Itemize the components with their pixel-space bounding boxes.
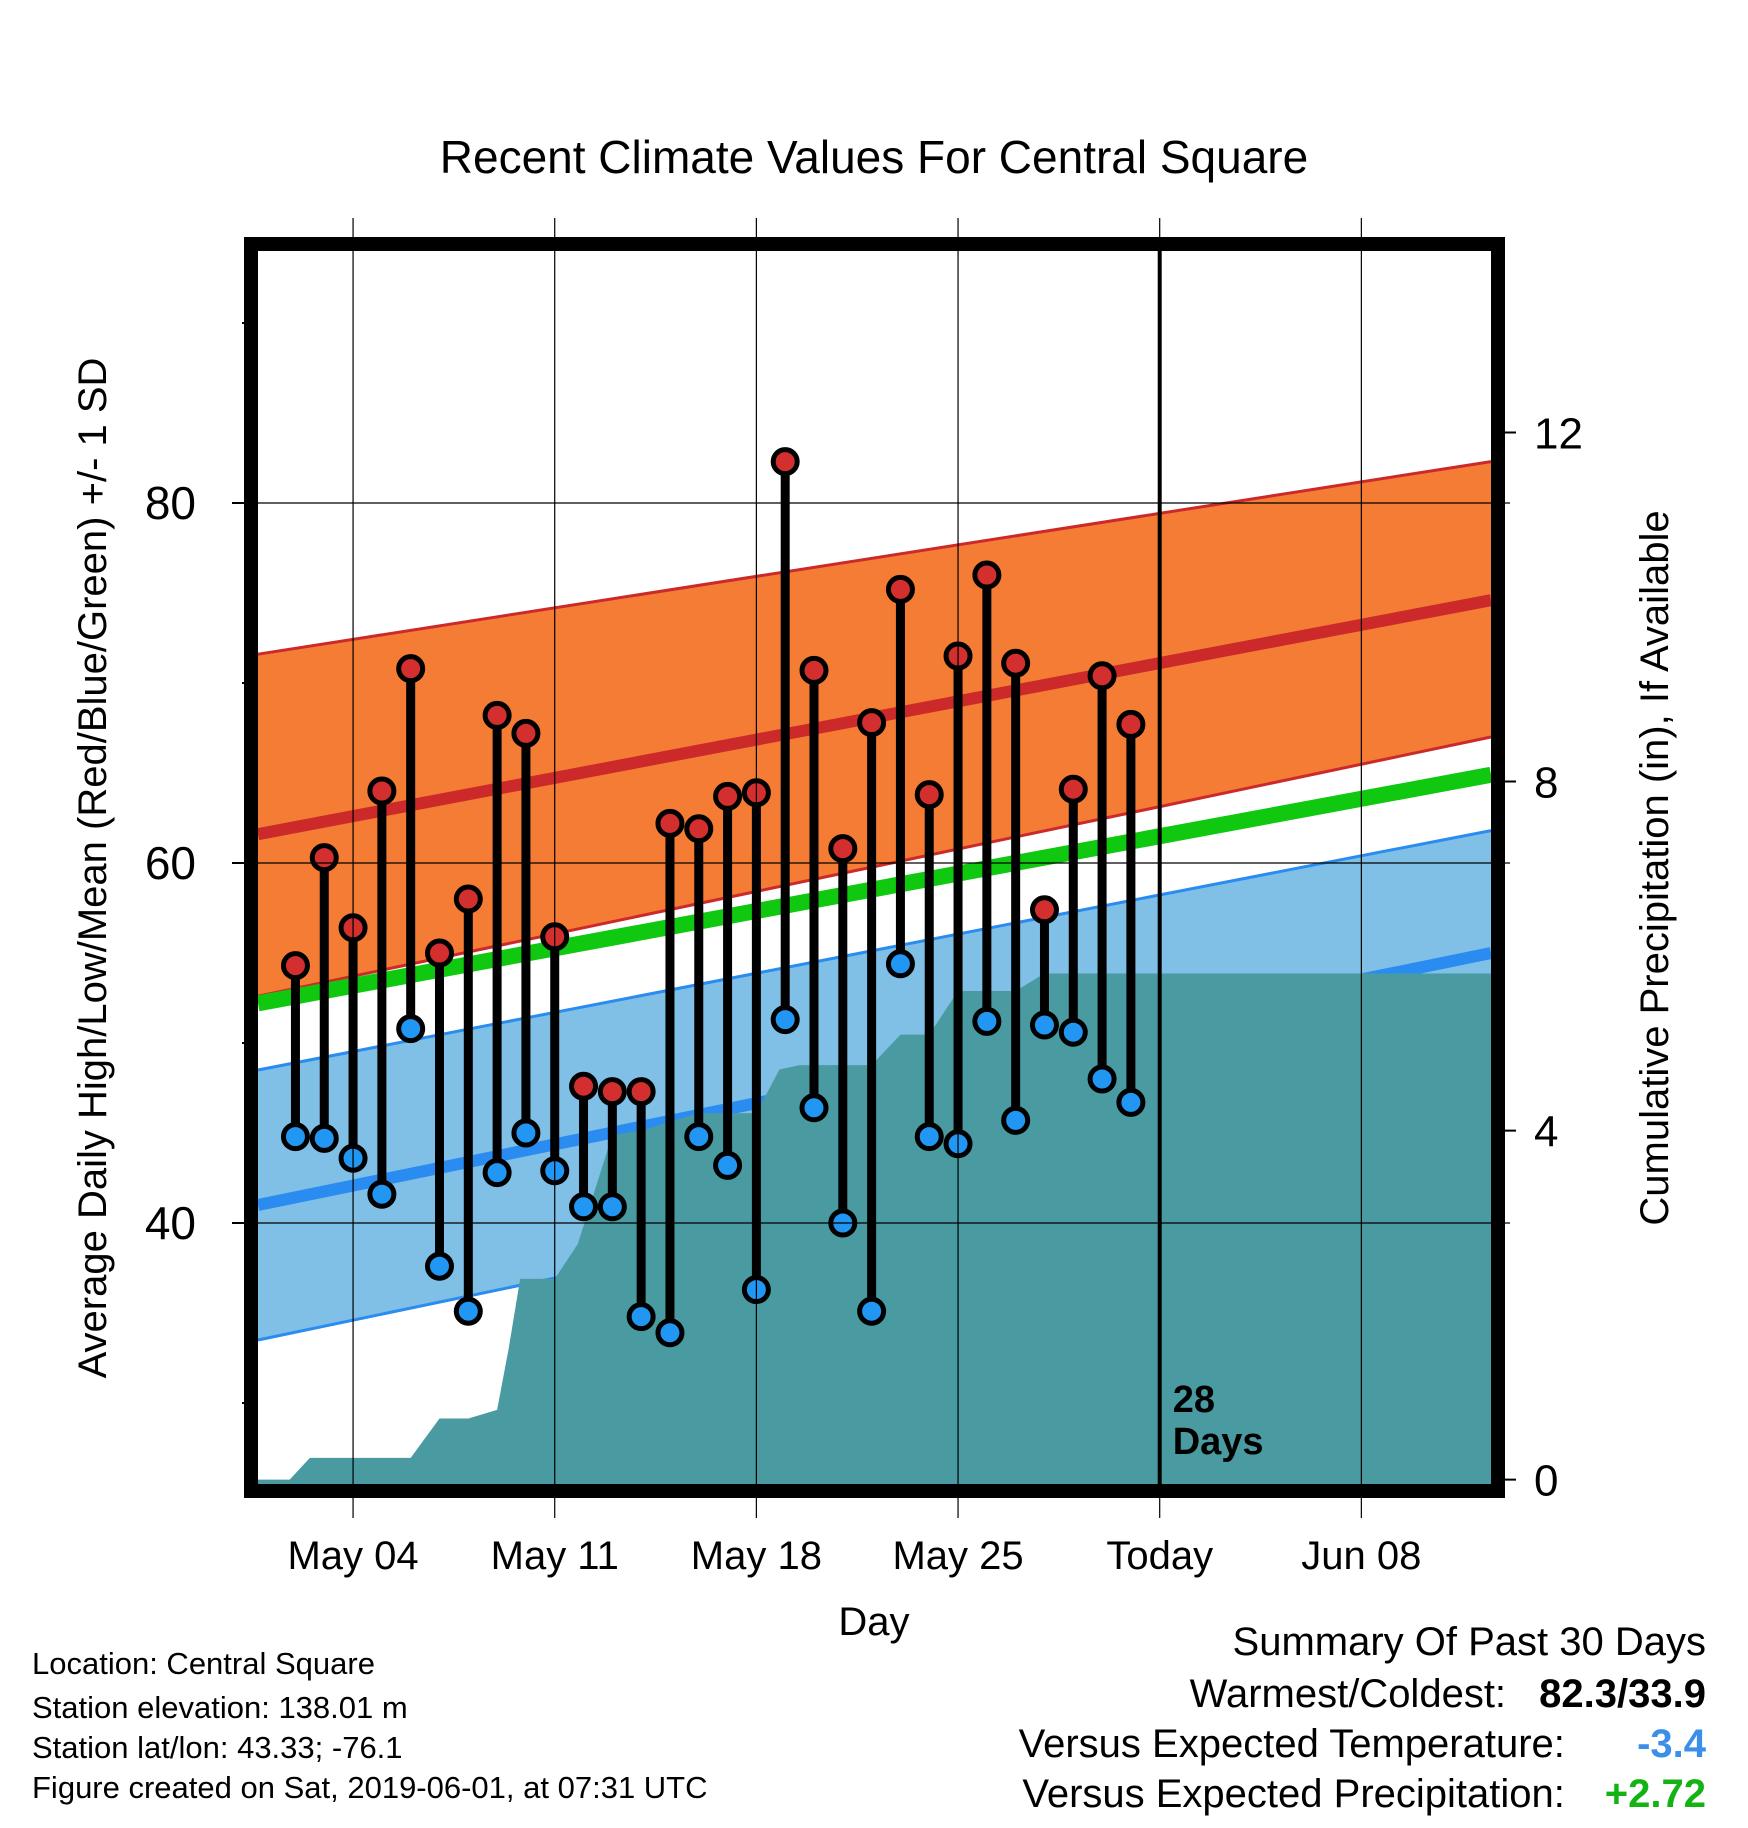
low-temp-point xyxy=(1001,1105,1031,1135)
high-temp-point xyxy=(482,700,512,730)
x-tick-label: Jun 08 xyxy=(1301,1534,1421,1578)
high-temp-point xyxy=(626,1077,656,1107)
latlon-text: Station lat/lon: 43.33; -76.1 xyxy=(32,1730,403,1765)
high-temp-point xyxy=(309,843,339,873)
temperature-value: -3.4 xyxy=(1637,1722,1706,1766)
high-temp-point xyxy=(1116,709,1146,739)
high-temp-point xyxy=(972,560,1002,590)
high-upper-sd-line xyxy=(257,460,1492,656)
high-temp-point xyxy=(511,718,541,748)
axes: 28 Days 40 60 80 0 4 8 12 May 04 May 11 May 18 May 2… xyxy=(145,218,1583,1578)
created-text: Figure created on Sat, 2019-06-01, at 07… xyxy=(32,1770,708,1805)
high-temp-point xyxy=(1029,895,1059,925)
low-temp-point xyxy=(280,1122,310,1152)
low-temp-point xyxy=(799,1093,829,1123)
low-temp-point xyxy=(597,1192,627,1222)
low-temp-point xyxy=(1087,1064,1117,1094)
summary-warmest-coldest: Warmest/Coldest: 82.3/33.9 xyxy=(1190,1672,1706,1717)
high-temp-point xyxy=(914,780,944,810)
low-temp-point xyxy=(453,1296,483,1326)
plot-frame xyxy=(244,237,1505,1498)
y-tick-label: 40 xyxy=(145,1197,196,1249)
low-temp-point xyxy=(885,949,915,979)
y-axis-label: Average Daily High/Low/Mean (Red/Blue/Gr… xyxy=(71,358,115,1379)
low-temp-point xyxy=(972,1006,1002,1036)
high-temp-point xyxy=(799,655,829,685)
summary-temperature: Versus Expected Temperature: -3.4 xyxy=(1019,1722,1706,1767)
high-temp-point xyxy=(569,1071,599,1101)
x-tick-label: May 18 xyxy=(691,1534,822,1578)
today-annotation: 28 Days xyxy=(1173,1379,1264,1463)
high-temp-point xyxy=(424,938,454,968)
x-tick-label: Today xyxy=(1106,1534,1213,1578)
low-temp-point xyxy=(309,1123,339,1153)
low-temp-point xyxy=(1116,1087,1146,1117)
y-tick-label: 60 xyxy=(145,837,196,889)
low-temp-point xyxy=(396,1014,426,1044)
elevation-text: Station elevation: 138.01 m xyxy=(32,1690,408,1725)
low-temp-point xyxy=(770,1005,800,1035)
low-temp-point xyxy=(482,1158,512,1188)
warmest-coldest-label: Warmest/Coldest: xyxy=(1189,1672,1507,1716)
low-temp-point xyxy=(1058,1017,1088,1047)
high-temp-point xyxy=(1058,774,1088,804)
summary-title: Summary Of Past 30 Days xyxy=(1232,1620,1706,1664)
y2-tick-label: 4 xyxy=(1534,1108,1558,1157)
y2-axis-label: Cumulative Precipitation (in), If Availa… xyxy=(1633,510,1677,1225)
high-temp-point xyxy=(770,447,800,477)
y2-tick-label: 12 xyxy=(1534,410,1583,459)
high-temp-point xyxy=(857,708,887,738)
x-tick-label: May 04 xyxy=(287,1534,418,1578)
low-temp-point xyxy=(1029,1010,1059,1040)
chart-title: Recent Climate Values For Central Square xyxy=(440,131,1308,183)
y-tick-label: 80 xyxy=(145,477,196,529)
x-axis-label: Day xyxy=(838,1600,909,1644)
high-temp-point xyxy=(597,1077,627,1107)
low-temp-point xyxy=(655,1318,685,1348)
y2-tick-label: 0 xyxy=(1534,1457,1558,1506)
high-temp-point xyxy=(1087,661,1117,691)
low-temp-point xyxy=(367,1179,397,1209)
low-temp-point xyxy=(914,1122,944,1152)
location-text: Location: Central Square xyxy=(32,1646,375,1681)
low-temp-point xyxy=(713,1150,743,1180)
high-temp-point xyxy=(396,654,426,684)
high-temp-point xyxy=(684,814,714,844)
low-temp-point xyxy=(511,1118,541,1148)
y2-tick-label: 8 xyxy=(1534,759,1558,808)
high-temp-point xyxy=(280,951,310,981)
high-temp-point xyxy=(885,574,915,604)
low-temp-point xyxy=(684,1122,714,1152)
low-temp-point xyxy=(857,1296,887,1326)
warmest-coldest-value: 82.3/33.9 xyxy=(1539,1672,1706,1716)
high-temp-point xyxy=(367,776,397,806)
precipitation-value: +2.72 xyxy=(1604,1772,1706,1816)
x-tick-label: May 11 xyxy=(491,1534,619,1578)
temperature-label: Versus Expected Temperature: xyxy=(1018,1722,1565,1766)
low-temp-point xyxy=(626,1302,656,1332)
x-tick-label: May 25 xyxy=(892,1534,1023,1578)
precipitation-label: Versus Expected Precipitation: xyxy=(1022,1772,1565,1816)
plot-area xyxy=(256,447,1493,1484)
summary-precipitation: Versus Expected Precipitation: +2.72 xyxy=(1022,1772,1706,1817)
high-temp-point xyxy=(713,781,743,811)
high-temp-point xyxy=(453,884,483,914)
high-temp-point xyxy=(1001,648,1031,678)
low-temp-point xyxy=(424,1251,454,1281)
high-temp-point xyxy=(655,808,685,838)
low-temp-point xyxy=(569,1192,599,1222)
high-temp-point xyxy=(828,834,858,864)
